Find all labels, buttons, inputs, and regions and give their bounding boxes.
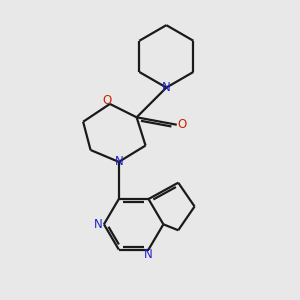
Text: N: N — [162, 81, 171, 94]
Text: O: O — [178, 118, 187, 131]
Text: N: N — [114, 155, 123, 168]
Text: N: N — [94, 218, 103, 231]
Text: N: N — [144, 248, 153, 260]
Text: O: O — [102, 94, 112, 107]
